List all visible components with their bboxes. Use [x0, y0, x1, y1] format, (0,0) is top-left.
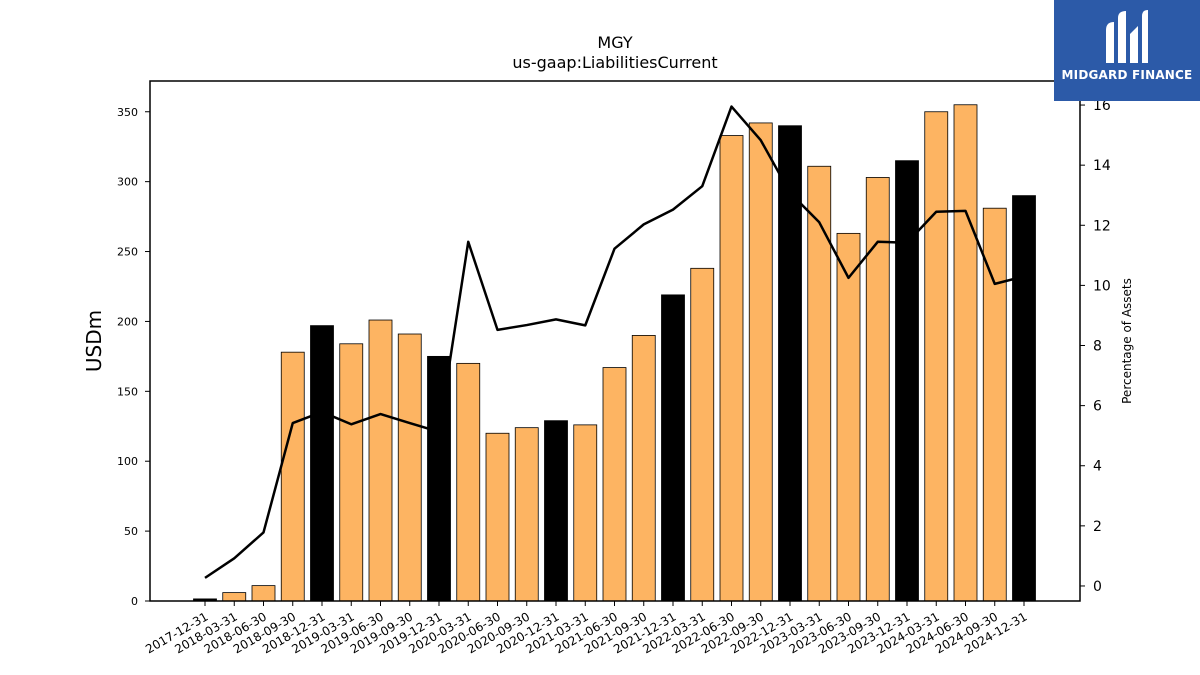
- y2-tick-label-10: 10: [1093, 278, 1111, 294]
- bar-2024-12-31: [1012, 195, 1036, 602]
- y-tick-label-100: 100: [117, 455, 138, 468]
- bar-2020-09-30: [514, 427, 539, 602]
- bar-2022-09-30: [748, 122, 773, 602]
- y2-tick-label-0: 0: [1093, 579, 1102, 595]
- y2-tick-label-12: 12: [1093, 218, 1111, 234]
- y-tick-label-150: 150: [117, 385, 138, 398]
- y-tick-label-250: 250: [117, 246, 138, 259]
- bar-2019-12-31: [427, 355, 451, 602]
- bar-2021-12-31: [661, 294, 685, 602]
- y2-axis-label: Percentage of Assets: [1120, 278, 1134, 404]
- bar-2021-03-31: [573, 424, 598, 602]
- y-axis-label: USDm: [82, 310, 106, 372]
- chart-title: MGY: [597, 33, 632, 52]
- bar-2021-06-30: [602, 367, 627, 602]
- midgard-finance-logo: MIDGARD FINANCE: [1054, 0, 1200, 101]
- y2-tick-label-4: 4: [1093, 459, 1102, 475]
- bar-2022-12-31: [778, 125, 802, 602]
- bar-2018-12-31: [310, 325, 334, 602]
- bar-2023-06-30: [836, 232, 861, 602]
- bar-2019-09-30: [397, 333, 422, 602]
- bar-2018-03-31: [222, 592, 247, 602]
- bar-2022-03-31: [690, 267, 715, 602]
- y-tick-label-50: 50: [124, 525, 138, 538]
- bar-2020-12-31: [544, 420, 568, 602]
- bar-2018-09-30: [280, 351, 305, 602]
- bar-2021-09-30: [631, 335, 656, 602]
- bar-2024-03-31: [924, 111, 949, 602]
- y2-tick-label-14: 14: [1093, 158, 1111, 174]
- bars-layer: [193, 104, 1036, 602]
- bar-2022-06-30: [719, 135, 744, 602]
- y2-tick-label-8: 8: [1093, 339, 1102, 355]
- bar-2019-03-31: [339, 343, 364, 602]
- line-layer: [204, 105, 1025, 579]
- y-tick-label-300: 300: [117, 176, 138, 189]
- y2-tick-label-6: 6: [1093, 399, 1102, 415]
- bar-2024-06-30: [953, 104, 978, 602]
- bar-2023-03-31: [807, 165, 832, 602]
- logo-text: MIDGARD FINANCE: [1061, 68, 1193, 82]
- y2-tick-label-16: 16: [1093, 98, 1111, 114]
- bar-2023-12-31: [895, 160, 919, 602]
- bar-2020-03-31: [456, 362, 481, 602]
- bar-2019-06-30: [368, 319, 393, 602]
- bar-2018-06-30: [251, 585, 276, 602]
- chart-subtitle: us-gaap:LiabilitiesCurrent: [512, 53, 717, 72]
- midgard-m-icon: [1106, 10, 1148, 63]
- y2-tick-label-2: 2: [1093, 519, 1102, 535]
- bar-2020-06-30: [485, 432, 510, 602]
- y-tick-label-0: 0: [131, 595, 138, 608]
- y-tick-label-200: 200: [117, 315, 138, 328]
- y-tick-label-350: 350: [117, 106, 138, 119]
